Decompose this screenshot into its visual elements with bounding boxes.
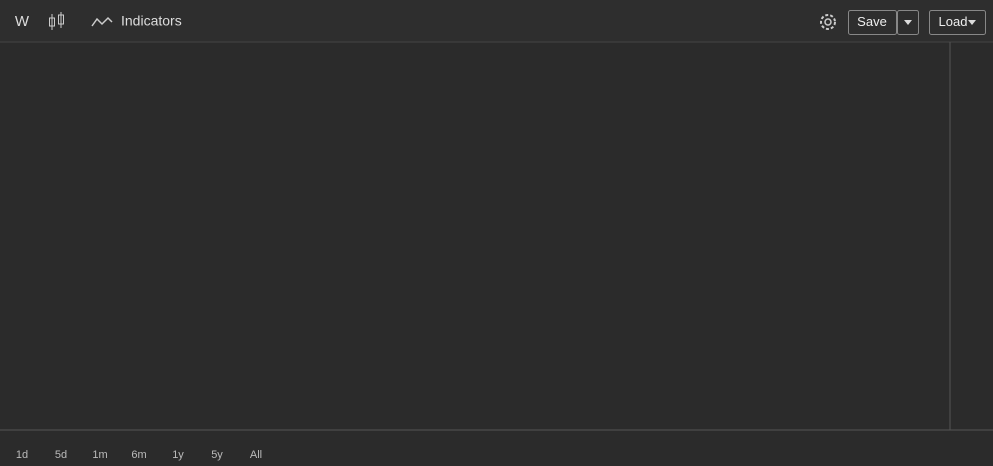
range-button[interactable]: All [250,449,262,461]
indicators-button[interactable]: Indicators [121,13,182,29]
interval-button[interactable]: W [15,13,30,30]
dropdown-arrow [968,20,976,25]
settings-button[interactable] [820,14,836,30]
load-label: Load [939,14,968,29]
range-button[interactable]: 1m [92,449,107,461]
load-button[interactable] [929,10,986,35]
range-button[interactable]: 1y [172,449,184,461]
save-button[interactable] [848,10,897,35]
range-button[interactable]: 5d [55,449,67,461]
chart-type-button[interactable] [49,12,64,30]
range-button[interactable]: 1d [16,449,28,461]
save-label: Save [857,14,887,29]
indicators-icon [91,16,113,27]
toolbar [0,0,993,42]
range-button[interactable]: 5y [211,449,223,461]
dropdown-arrow [904,20,912,25]
range-button[interactable]: 6m [131,449,146,461]
